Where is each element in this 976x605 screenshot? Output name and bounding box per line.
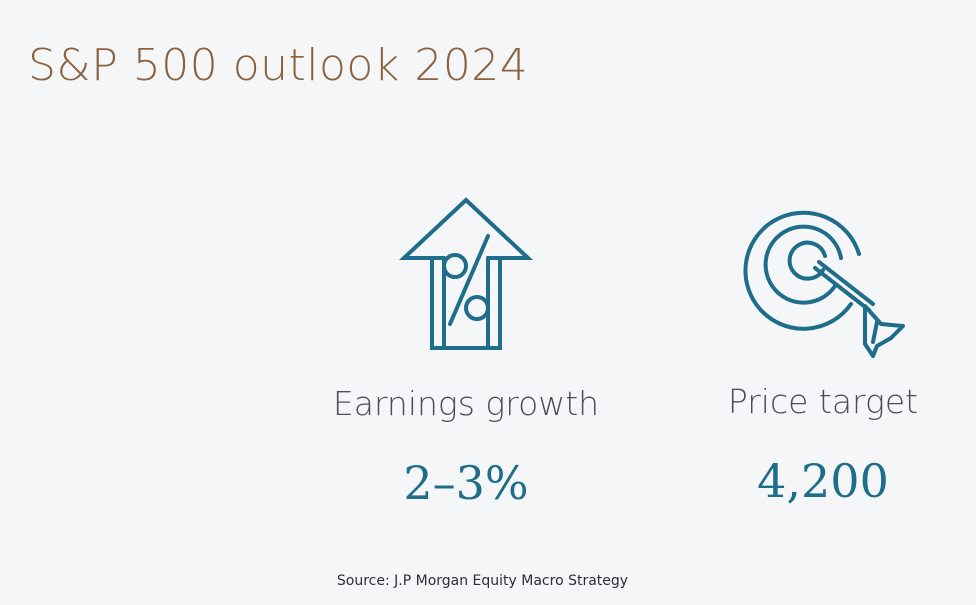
earnings-growth-metric: Earnings growth 2–3% bbox=[324, 196, 608, 516]
source-note: Source: J.P Morgan Equity Macro Strategy bbox=[336, 573, 629, 589]
house-percent-arrow-icon bbox=[398, 197, 534, 350]
price-target-label: Price target bbox=[727, 382, 919, 421]
earnings-growth-value: 2–3% bbox=[403, 456, 529, 510]
page-title: S&P 500 outlook 2024 bbox=[28, 40, 529, 91]
target-dart-icon bbox=[743, 210, 905, 358]
earnings-growth-label: Earnings growth bbox=[332, 384, 600, 423]
price-target-metric: Price target 4,200 bbox=[705, 194, 941, 516]
price-target-value: 4,200 bbox=[757, 454, 889, 508]
